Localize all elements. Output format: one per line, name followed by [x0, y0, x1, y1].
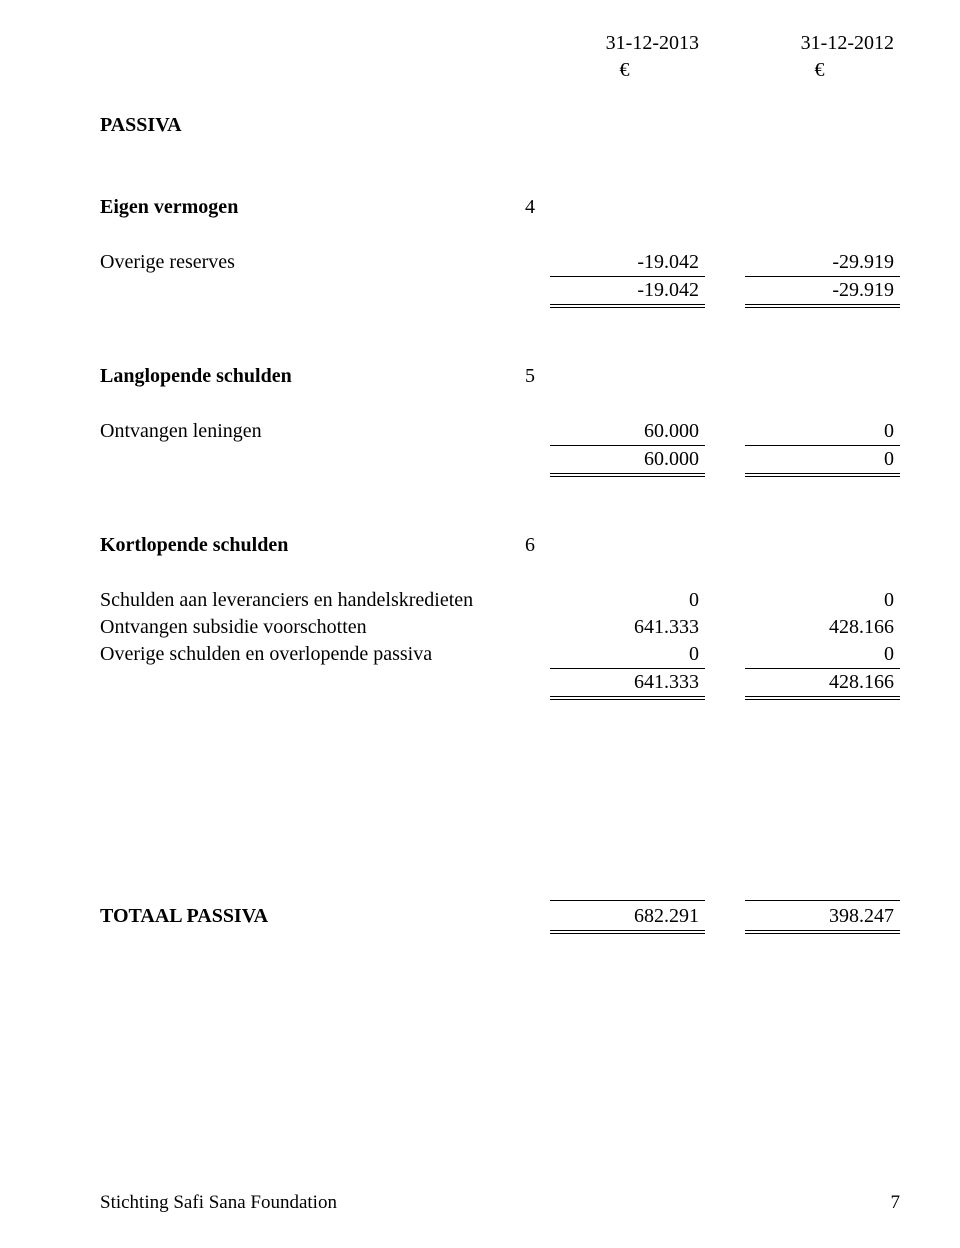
langlopende-title: Langlopende schulden: [100, 363, 510, 390]
ontvangen-leningen-label: Ontvangen leningen: [100, 418, 510, 445]
footer-page-number: 7: [891, 1192, 901, 1214]
kortlopende-note: 6: [510, 532, 550, 559]
overige-schulden-v1: 0: [550, 641, 705, 669]
kortlopende-subtotal-v1: 641.333: [550, 669, 705, 700]
passiva-heading-row: PASSIVA: [100, 112, 900, 139]
eigen-vermogen-title: Eigen vermogen: [100, 194, 510, 221]
eigen-vermogen-note: 4: [510, 194, 550, 221]
kortlopende-subtotal-v2: 428.166: [745, 669, 900, 700]
currency-symbol-1: €: [550, 57, 705, 84]
ontvangen-subsidie-v1: 641.333: [550, 614, 705, 641]
passiva-heading: PASSIVA: [100, 112, 900, 139]
eigen-vermogen-subtotal-v2: -29.919: [745, 277, 900, 308]
langlopende-note: 5: [510, 363, 550, 390]
page-footer: Stichting Safi Sana Foundation 7: [100, 1192, 900, 1214]
column-header-date1: 31-12-2013: [550, 30, 705, 57]
langlopende-subtotal-v2: 0: [745, 446, 900, 477]
eigen-vermogen-title-row: Eigen vermogen 4: [100, 194, 900, 221]
totaal-passiva-label: TOTAAL PASSIVA: [100, 903, 510, 930]
overige-schulden-label: Overige schulden en overlopende passiva: [100, 641, 510, 668]
currency-symbol-2: €: [745, 57, 900, 84]
totaal-passiva-row: TOTAAL PASSIVA 682.291 398.247: [100, 900, 900, 934]
schulden-leveranciers-v2: 0: [745, 587, 900, 614]
eigen-vermogen-subtotal-v1: -19.042: [550, 277, 705, 308]
overige-reserves-label: Overige reserves: [100, 249, 510, 276]
schulden-leveranciers-label: Schulden aan leveranciers en handelskred…: [100, 587, 510, 614]
column-header-date2: 31-12-2012: [745, 30, 900, 57]
overige-reserves-row: Overige reserves -19.042 -29.919: [100, 249, 900, 277]
page: 31-12-2013 31-12-2012 € € PASSIVA Eigen …: [0, 0, 960, 1248]
langlopende-title-row: Langlopende schulden 5: [100, 363, 900, 390]
langlopende-subtotal-v1: 60.000: [550, 446, 705, 477]
eigen-vermogen-subtotal-row: -19.042 -29.919: [100, 277, 900, 308]
header-dates-row: 31-12-2013 31-12-2012: [100, 30, 900, 57]
kortlopende-title-row: Kortlopende schulden 6: [100, 532, 900, 559]
overige-reserves-v2: -29.919: [745, 249, 900, 277]
kortlopende-title: Kortlopende schulden: [100, 532, 510, 559]
overige-reserves-v1: -19.042: [550, 249, 705, 277]
langlopende-subtotal-row: 60.000 0: [100, 446, 900, 477]
ontvangen-leningen-row: Ontvangen leningen 60.000 0: [100, 418, 900, 446]
ontvangen-leningen-v1: 60.000: [550, 418, 705, 446]
ontvangen-subsidie-v2: 428.166: [745, 614, 900, 641]
ontvangen-leningen-v2: 0: [745, 418, 900, 446]
header-currency-row: € €: [100, 57, 900, 84]
totaal-passiva-v2: 398.247: [745, 900, 900, 934]
ontvangen-subsidie-label: Ontvangen subsidie voorschotten: [100, 614, 510, 641]
footer-left: Stichting Safi Sana Foundation: [100, 1192, 337, 1214]
kortlopende-subtotal-row: 641.333 428.166: [100, 669, 900, 700]
ontvangen-subsidie-row: Ontvangen subsidie voorschotten 641.333 …: [100, 614, 900, 641]
overige-schulden-row: Overige schulden en overlopende passiva …: [100, 641, 900, 669]
schulden-leveranciers-v1: 0: [550, 587, 705, 614]
overige-schulden-v2: 0: [745, 641, 900, 669]
schulden-leveranciers-row: Schulden aan leveranciers en handelskred…: [100, 587, 900, 614]
totaal-passiva-v1: 682.291: [550, 900, 705, 934]
